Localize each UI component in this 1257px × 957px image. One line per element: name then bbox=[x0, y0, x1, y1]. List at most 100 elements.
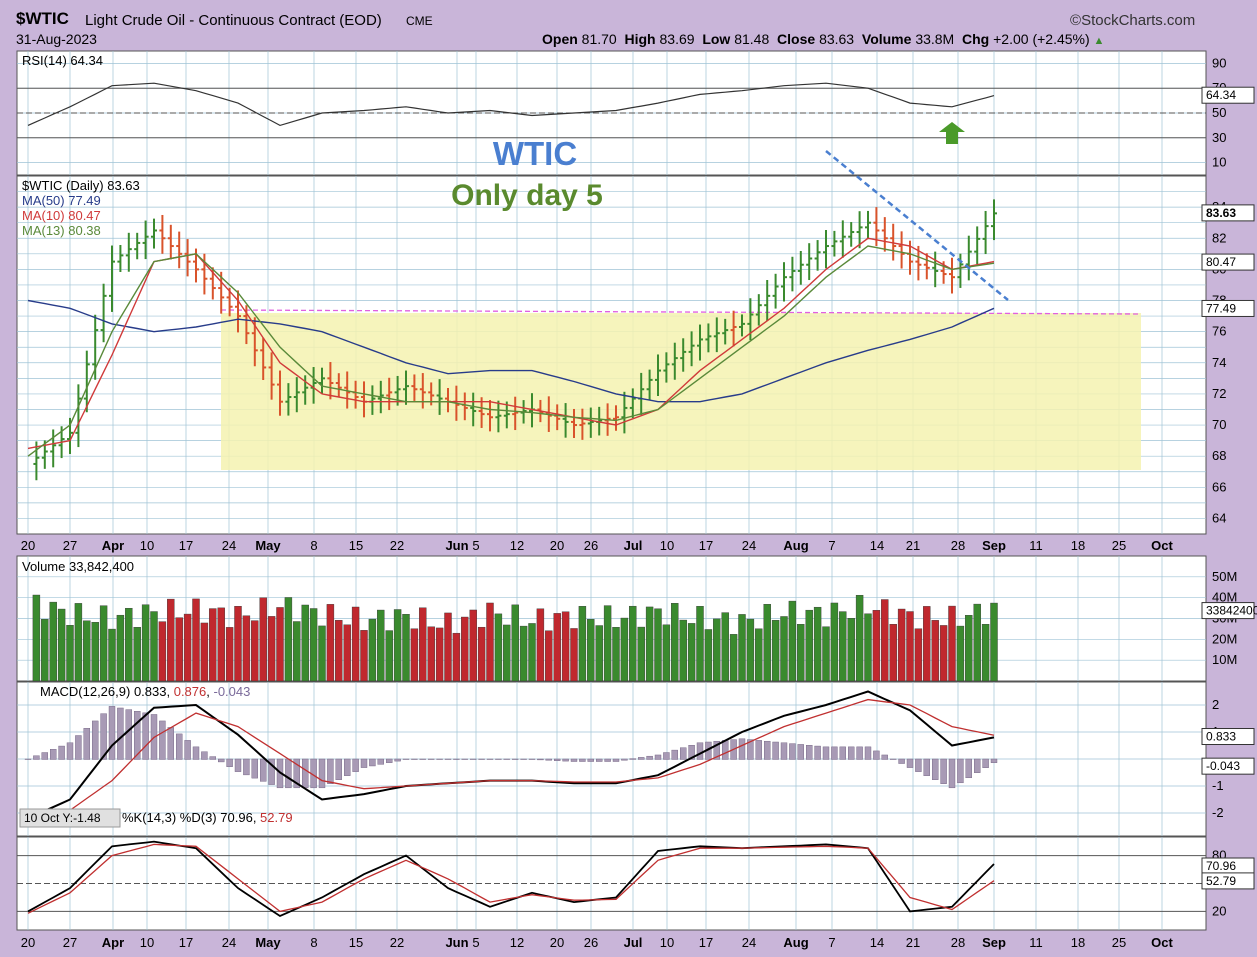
histogram-value-tag: -0.043 bbox=[1201, 757, 1255, 775]
rsi-tick-label: 30 bbox=[1212, 130, 1226, 145]
volume-bar bbox=[335, 620, 343, 682]
x-tick-label-top: 22 bbox=[390, 538, 404, 553]
price-tick-label: 70 bbox=[1212, 417, 1226, 432]
chg-value: +2.00 (+2.45%) bbox=[993, 31, 1090, 47]
up-arrow-icon bbox=[939, 122, 965, 144]
macd-histogram-bar bbox=[512, 758, 519, 760]
macd-histogram-bar bbox=[394, 758, 401, 762]
volume-bar bbox=[990, 602, 998, 682]
macd-histogram-bar bbox=[268, 758, 275, 785]
volume-bar bbox=[939, 625, 948, 682]
macd-histogram-bar bbox=[612, 758, 620, 762]
volume-bar bbox=[402, 614, 410, 682]
stoch-d-value-tag-box bbox=[1201, 872, 1255, 890]
macd-histogram-bar bbox=[352, 758, 359, 772]
volume-bar bbox=[284, 597, 293, 682]
volume-bar bbox=[511, 604, 519, 682]
x-tick-label-bottom: 10 bbox=[140, 935, 154, 950]
ma50-value-tag-text: 77.49 bbox=[1206, 301, 1236, 315]
x-tick-label-bottom: 20 bbox=[21, 935, 35, 950]
rsi-line bbox=[27, 82, 995, 127]
x-tick-label-top: 21 bbox=[906, 538, 920, 553]
x-tick-label-bottom: 7 bbox=[828, 935, 835, 950]
volume-bar bbox=[99, 605, 108, 682]
rsi-value-tag: 64.34 bbox=[1201, 86, 1255, 104]
volume-bar bbox=[57, 608, 66, 682]
x-tick-label-top: May bbox=[255, 538, 281, 553]
ma10-value-tag-text: 80.47 bbox=[1206, 255, 1236, 269]
macd-histogram-bar bbox=[302, 758, 309, 789]
price-tick-label: 74 bbox=[1212, 355, 1226, 370]
volume-bar bbox=[645, 606, 654, 682]
x-tick-label-top: 15 bbox=[349, 538, 363, 553]
x-tick-label-top: 28 bbox=[951, 538, 965, 553]
macd-histogram-bar bbox=[906, 758, 914, 768]
close-value-tag: 83.63 bbox=[1201, 204, 1255, 222]
x-tick-label-top: 12 bbox=[510, 538, 524, 553]
macd-histogram-bar bbox=[285, 758, 292, 789]
macd-histogram-bar bbox=[562, 758, 569, 762]
x-tick-label-top: 5 bbox=[472, 538, 479, 553]
price-tick-label: 72 bbox=[1212, 386, 1226, 401]
volume-bar bbox=[83, 620, 91, 682]
price-label: $WTIC (Daily) 83.63 bbox=[22, 178, 140, 193]
volume-bar bbox=[721, 612, 729, 682]
volume-bar bbox=[41, 619, 49, 682]
volume-bar bbox=[847, 618, 855, 682]
macd-histogram-bar bbox=[209, 756, 217, 760]
volume-bar bbox=[410, 628, 419, 682]
stoch-label: %K(14,3) %D(3) 70.96, 52.79 bbox=[122, 810, 293, 825]
volume-bar bbox=[578, 606, 587, 682]
x-tick-label-bottom: 20 bbox=[550, 935, 564, 950]
volume-bar bbox=[687, 623, 696, 682]
volume-bar bbox=[956, 625, 965, 682]
x-tick-label-bottom: May bbox=[255, 935, 281, 950]
macd-histogram-bar bbox=[428, 758, 435, 760]
volume-bar bbox=[872, 610, 881, 682]
close-value-tag-box bbox=[1201, 204, 1255, 222]
macd-histogram-bar bbox=[822, 746, 830, 760]
source-name: StockCharts.com bbox=[1081, 12, 1196, 29]
volume-bar bbox=[553, 613, 561, 682]
macd-histogram-bar bbox=[940, 758, 947, 784]
x-tick-label-top: Jul bbox=[624, 538, 643, 553]
macd-histogram-bar bbox=[495, 758, 502, 760]
x-tick-label-bottom: 12 bbox=[510, 935, 524, 950]
volume-bar bbox=[183, 613, 192, 682]
rsi-value-tag-text: 64.34 bbox=[1206, 88, 1236, 102]
volume-bar bbox=[125, 607, 133, 682]
macd-histogram-bar bbox=[436, 758, 443, 760]
x-tick-label-top: Oct bbox=[1151, 538, 1173, 553]
volume-bar bbox=[679, 619, 687, 682]
volume-bar bbox=[486, 602, 494, 682]
macd-histogram-bar bbox=[260, 758, 267, 782]
x-tick-label-bottom: Jul bbox=[624, 935, 643, 950]
macd-histogram-bar bbox=[100, 713, 107, 760]
price-tick-label: 82 bbox=[1212, 230, 1226, 245]
volume-bar bbox=[654, 608, 662, 682]
stoch-d-value: 52.79 bbox=[260, 810, 293, 825]
stoch-k-value-tag: 70.96 bbox=[1201, 857, 1255, 875]
macd-value-tag: 0.833 bbox=[1201, 728, 1255, 746]
stoch-k-value: 70.96 bbox=[220, 810, 253, 825]
close-value: 83.63 bbox=[819, 31, 855, 47]
volume-bar bbox=[452, 632, 461, 682]
volume-bar bbox=[494, 613, 503, 682]
volume-bar bbox=[704, 629, 713, 682]
x-tick-label-top: 10 bbox=[140, 538, 154, 553]
macd-histogram-bar bbox=[738, 738, 746, 760]
x-tick-label-bottom: Jun bbox=[445, 935, 468, 950]
volume-bar bbox=[309, 608, 318, 682]
volume-bar bbox=[864, 613, 872, 682]
volume-bar bbox=[108, 628, 116, 682]
volume-value-tag-box bbox=[1201, 602, 1255, 620]
volume-bar bbox=[897, 608, 906, 682]
price-tick-label: 68 bbox=[1212, 448, 1226, 463]
volume-bar bbox=[662, 624, 671, 682]
macd-histogram-bar bbox=[789, 743, 796, 760]
volume-bar bbox=[696, 606, 704, 682]
volume-bar bbox=[906, 611, 914, 682]
volume-bar bbox=[133, 627, 141, 682]
volume-bar bbox=[570, 628, 578, 682]
volume-bar bbox=[729, 634, 738, 682]
